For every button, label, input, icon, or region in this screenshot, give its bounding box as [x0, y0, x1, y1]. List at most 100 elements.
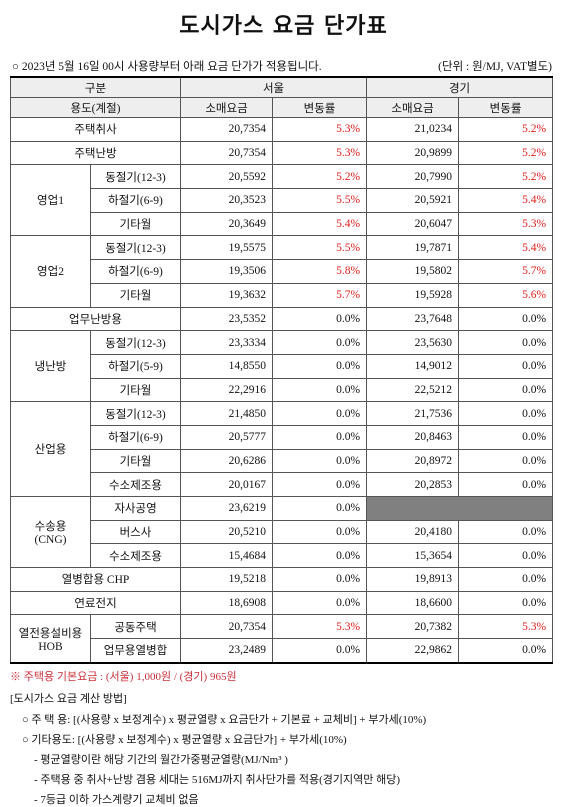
- header-cell: 변동률: [272, 97, 368, 118]
- method-title: [도시가스 요금 계산 방법]: [10, 693, 127, 705]
- cell: 수소제조용: [89, 543, 182, 569]
- cell: 5.2%: [458, 117, 554, 142]
- cell: 5.6%: [458, 282, 554, 308]
- cell: 19,8913: [366, 567, 460, 592]
- title: 도시가스 요금 단가표: [179, 14, 388, 39]
- header-cell: 소매요금: [180, 97, 274, 118]
- rate-table: 구분 서울 경기 용도(계절) 소매요금 변동률 소매요금 변동률 주택취사 20…: [9, 76, 554, 664]
- cell: 20,3649: [180, 211, 274, 237]
- table-body: 주택취사 20,7354 5.3% 21,0234 5.2% 주택난방 20,7354 5.3…: [9, 117, 554, 664]
- cell: 냉난방: [10, 330, 91, 403]
- cell: 0.0%: [272, 496, 368, 521]
- cell: 하절기(6-9): [89, 424, 182, 450]
- cell: 20,5921: [366, 188, 460, 213]
- cell: 0.0%: [458, 306, 554, 332]
- cell: 자사공영: [89, 496, 182, 521]
- cell: 주택난방: [9, 140, 182, 166]
- cell: 23,7648: [366, 306, 460, 332]
- cell: 수송용 (CNG): [10, 495, 91, 569]
- cell: 하절기(6-9): [89, 188, 182, 213]
- cell: 기타월: [89, 377, 182, 403]
- cell: 0.0%: [272, 401, 368, 426]
- cell: 20,3523: [180, 188, 274, 213]
- cell: 20,5777: [180, 424, 274, 450]
- cell: 21,0234: [366, 117, 460, 142]
- cell: 0.0%: [458, 638, 554, 664]
- cell: 5.2%: [272, 164, 368, 190]
- cell: 공동주택: [89, 614, 182, 640]
- cell: 23,6219: [180, 496, 274, 521]
- cell: 19,5802: [366, 259, 460, 284]
- cell: 0.0%: [272, 306, 368, 332]
- cell: 0.0%: [458, 401, 554, 426]
- cell: 하절기(5-9): [89, 353, 182, 379]
- cell: 20,5592: [180, 164, 274, 190]
- cell: 0.0%: [458, 353, 554, 379]
- cell: 23,5352: [180, 306, 274, 332]
- cell: 20,8972: [366, 448, 460, 474]
- cell: 23,2489: [180, 638, 274, 664]
- cell: 하절기(6-9): [89, 259, 182, 284]
- footnote: ※ 주택용 기본요금 : (서울) 1,000원 / (경기) 965원: [10, 671, 237, 683]
- cell: 20,9899: [366, 140, 460, 166]
- cell: 0.0%: [458, 377, 554, 403]
- cell: 20,5210: [180, 519, 274, 545]
- method-line: - 주택용 중 취사+난방 겸용 세대는 516MJ까지 취사단가를 적용(경기…: [34, 774, 400, 786]
- header-cell: 서울: [180, 76, 368, 98]
- cell: 14,9012: [366, 353, 460, 379]
- cell: 22,9862: [366, 638, 460, 664]
- cell: 영업2: [10, 235, 91, 308]
- cell: 0.0%: [272, 353, 368, 379]
- cell: 21,4850: [180, 401, 274, 426]
- cell: [366, 496, 554, 521]
- cell: 5.2%: [458, 164, 554, 190]
- cell: 0.0%: [272, 472, 368, 497]
- cell: 0.0%: [458, 448, 554, 474]
- cell: 19,7871: [366, 235, 460, 261]
- cell: 영업1: [10, 164, 91, 237]
- cell: 0.0%: [272, 448, 368, 474]
- cell: 열전용설비용 HOB: [10, 614, 91, 664]
- cell: 0.0%: [458, 543, 554, 569]
- cell: 5.3%: [272, 117, 368, 142]
- cell: 19,3506: [180, 259, 274, 284]
- cell: 5.3%: [272, 140, 368, 166]
- cell: 20,7990: [366, 164, 460, 190]
- cell: 0.0%: [458, 330, 554, 355]
- cell: 0.0%: [458, 519, 554, 545]
- cell: 업무용열병합: [89, 638, 182, 664]
- cell: 19,5575: [180, 235, 274, 261]
- cell: 0.0%: [272, 567, 368, 592]
- cell: 0.0%: [458, 424, 554, 450]
- header-cell: 경기: [366, 76, 554, 98]
- method-line: ○ 기타용도: [(사용량 x 보정계수) x 평균열량 x 요금단가] + 부…: [22, 734, 347, 746]
- cell: 동절기(12-3): [89, 401, 182, 426]
- cell: 업무난방용: [9, 306, 182, 332]
- cell: 동절기(12-3): [89, 330, 182, 355]
- cell: 5.3%: [458, 211, 554, 237]
- header-cell: 구분: [9, 76, 182, 98]
- cell: 동절기(12-3): [89, 164, 182, 190]
- cell: 0.0%: [458, 590, 554, 616]
- cell: 0.0%: [272, 330, 368, 355]
- cell: 동절기(12-3): [89, 235, 182, 261]
- cell: 23,3334: [180, 330, 274, 355]
- cell: 20,7354: [180, 117, 274, 142]
- cell: 5.4%: [458, 235, 554, 261]
- cell: 20,2853: [366, 472, 460, 497]
- cell: 수소제조용: [89, 472, 182, 497]
- cell: 기타월: [89, 211, 182, 237]
- cell: 0.0%: [272, 424, 368, 450]
- cell: 기타월: [89, 448, 182, 474]
- cell: 20,4180: [366, 519, 460, 545]
- header-cell: 용도(계절): [9, 97, 182, 118]
- cell: 20,7354: [180, 614, 274, 640]
- cell: 산업용: [10, 401, 91, 497]
- cell: 0.0%: [272, 519, 368, 545]
- cell: 5.3%: [458, 614, 554, 640]
- cell: 0.0%: [272, 377, 368, 403]
- cell: 5.5%: [272, 188, 368, 213]
- unit: (단위 : 원/MJ, VAT별도): [438, 61, 552, 73]
- cell: 5.4%: [458, 188, 554, 213]
